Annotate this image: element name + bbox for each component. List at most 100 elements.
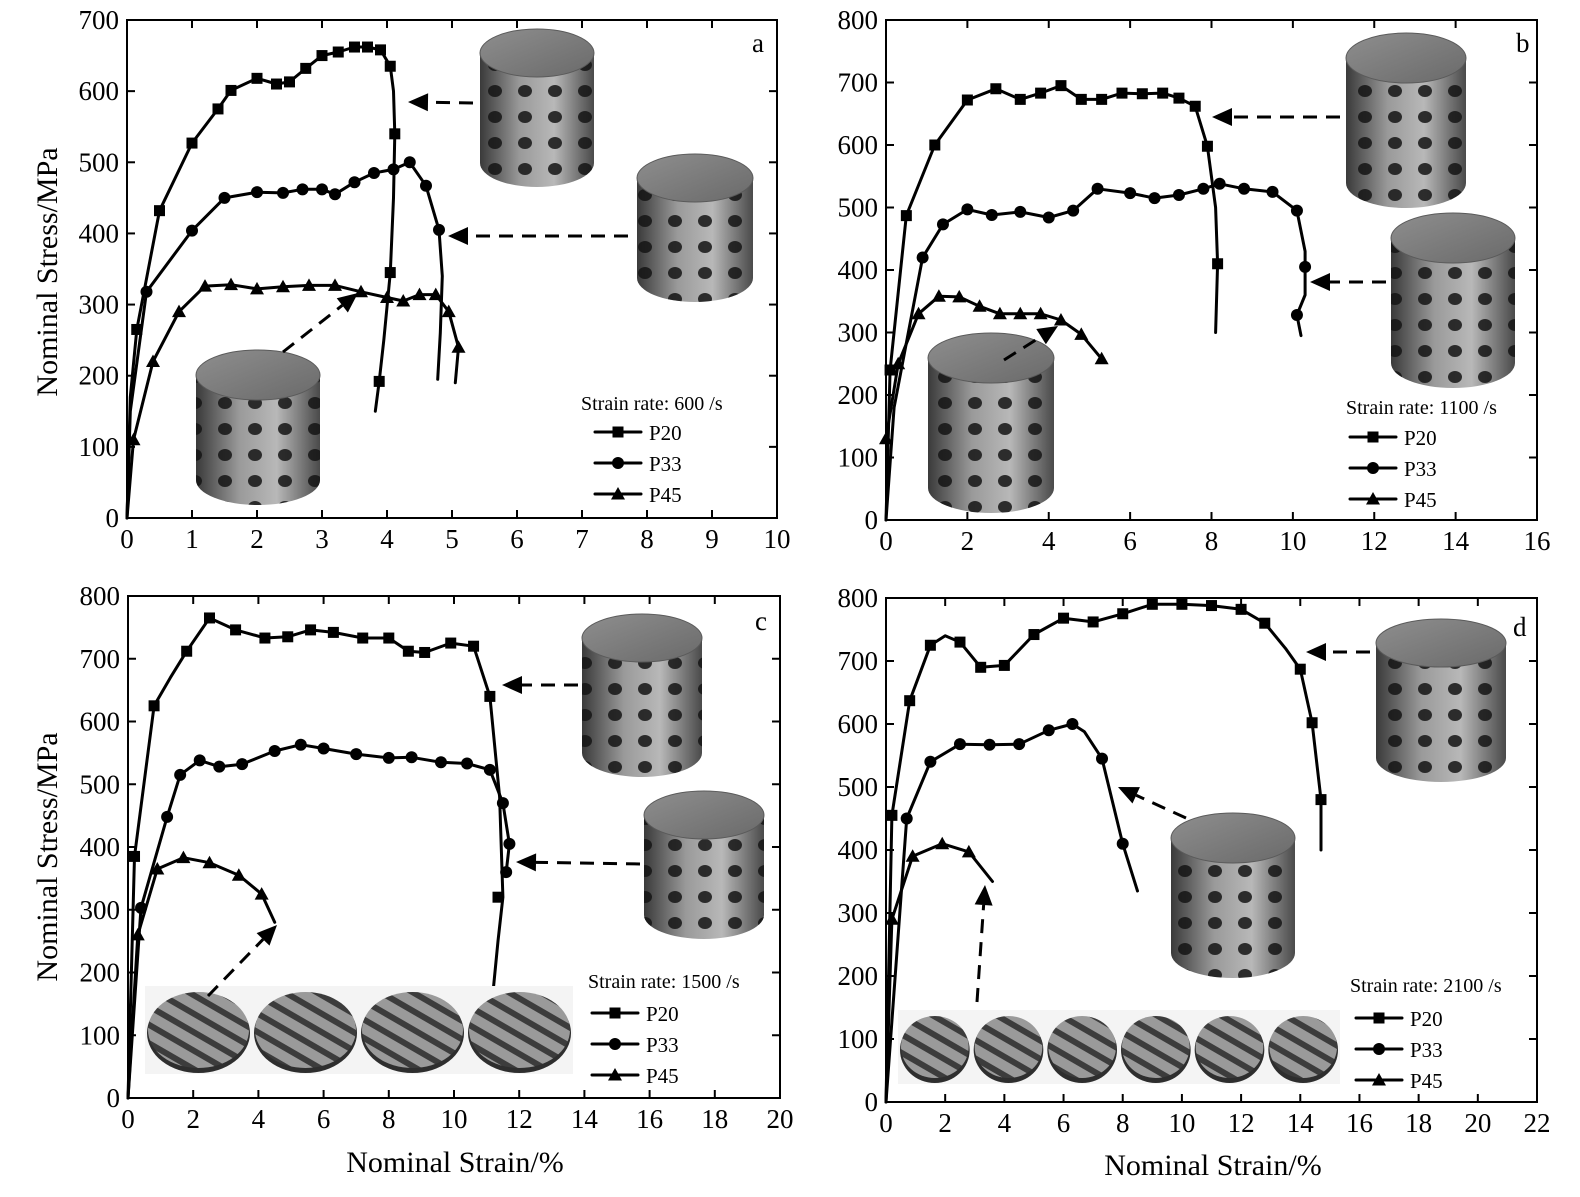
data-point-c-p33 — [193, 754, 206, 767]
data-point-d-p33 — [1042, 724, 1055, 737]
x-tick-label-c: 16 — [636, 1104, 663, 1134]
data-point-d-p45 — [961, 844, 976, 858]
specimen-slices-d — [898, 1010, 1340, 1084]
legend-marker-c-p20 — [609, 1007, 621, 1019]
data-point-d-p20 — [1176, 598, 1188, 610]
specimen-photo-a-p20 — [479, 28, 595, 187]
legend-label-d-p20: P20 — [1410, 1007, 1443, 1031]
data-point-b-p20 — [1212, 258, 1224, 270]
data-point-a-p33 — [277, 186, 289, 199]
data-point-d-p33 — [1096, 752, 1109, 765]
data-point-b-p33 — [1124, 187, 1137, 200]
data-point-b-p33 — [916, 251, 929, 264]
x-tick-label-d: 18 — [1405, 1108, 1432, 1138]
x-tick-label-b: 16 — [1524, 526, 1551, 556]
data-point-a-p45 — [441, 304, 456, 318]
data-point-c-p20 — [204, 612, 215, 624]
legend-label-b-p45: P45 — [1404, 488, 1437, 512]
data-point-c-p20 — [484, 690, 496, 702]
x-tick-label-b: 12 — [1361, 526, 1388, 556]
data-point-d-p45 — [905, 849, 920, 862]
data-point-d-p20 — [1117, 608, 1129, 620]
data-point-a-p45 — [396, 294, 411, 307]
y-tick-label-c: 800 — [80, 581, 121, 611]
data-point-b-p20 — [1014, 93, 1026, 105]
legend-a: Strain rate: 600 /s P20 P33 P45 — [581, 393, 723, 507]
data-point-b-p45 — [1033, 306, 1048, 320]
data-point-b-p33 — [1042, 211, 1055, 224]
data-point-a-p20 — [389, 128, 401, 140]
data-point-b-p20 — [1055, 80, 1067, 92]
data-point-b-p20 — [1096, 93, 1108, 105]
data-point-a-p45 — [224, 277, 238, 291]
y-tick-label-b: 100 — [838, 443, 879, 473]
legend-marker-a-p33 — [612, 457, 624, 469]
data-point-b-p45 — [992, 306, 1007, 320]
x-tick-label-c: 10 — [441, 1104, 468, 1134]
panel-d: 0 2 4 6 8 10 12 14 16 18 20 22 0 100 200 300 400 500 600 70… — [838, 583, 1551, 1182]
panel-letter-c: c — [755, 606, 767, 636]
x-tick-label-c: 18 — [701, 1104, 728, 1134]
data-point-c-p20 — [148, 700, 160, 712]
y-tick-label-a: 700 — [79, 5, 120, 35]
legend-label-a-p45: P45 — [649, 483, 682, 507]
data-point-d-p20 — [954, 636, 966, 648]
series-line-c-p20 — [126, 616, 505, 1100]
x-tick-label-b: 10 — [1279, 526, 1306, 556]
pointer-arrow-d-p45 — [974, 885, 993, 1003]
x-tick-label-d: 8 — [1116, 1108, 1130, 1138]
y-tick-label-c: 0 — [107, 1083, 121, 1113]
x-tick-label-d: 10 — [1168, 1108, 1195, 1138]
legend-label-c-p45: P45 — [646, 1064, 679, 1088]
data-point-b-p33 — [1091, 182, 1104, 195]
series-line-d-p20 — [884, 602, 1323, 1104]
data-point-b-p33 — [1197, 182, 1210, 195]
y-tick-label-b: 600 — [838, 130, 879, 160]
data-point-d-p33 — [1013, 738, 1026, 751]
legend-c: Strain rate: 1500 /s P20 P33 P45 — [588, 971, 740, 1088]
y-tick-label-a: 400 — [79, 218, 120, 248]
data-point-c-p33 — [294, 738, 307, 751]
data-point-b-p45 — [891, 356, 906, 370]
data-point-a-p20 — [225, 84, 237, 96]
legend-label-b-p33: P33 — [1404, 457, 1437, 481]
data-point-c-p45 — [202, 855, 217, 869]
data-point-a-p20 — [251, 72, 263, 84]
x-tick-label-d: 20 — [1464, 1108, 1491, 1138]
data-point-b-p33 — [936, 218, 949, 231]
data-point-a-p33 — [251, 186, 263, 199]
data-point-c-p33 — [496, 797, 509, 810]
data-point-a-p33 — [403, 156, 416, 169]
data-point-c-p20 — [305, 624, 317, 636]
legend-label-b-p20: P20 — [1404, 426, 1437, 450]
y-tick-label-d: 0 — [865, 1087, 879, 1117]
data-point-c-p33 — [236, 758, 249, 771]
y-tick-label-b: 700 — [838, 68, 879, 98]
x-tick-label-a: 4 — [380, 524, 394, 554]
data-point-a-p33 — [387, 163, 400, 176]
data-point-d-p20 — [1146, 598, 1158, 610]
data-point-d-p20 — [1259, 617, 1271, 629]
data-point-d-p20 — [1315, 794, 1327, 806]
y-tick-label-d: 100 — [838, 1024, 879, 1054]
x-tick-label-b: 4 — [1042, 526, 1056, 556]
legend-title-c: Strain rate: 1500 /s — [588, 971, 740, 993]
data-point-d-p20 — [1306, 717, 1318, 729]
data-point-b-p45 — [931, 289, 946, 302]
y-tick-label-c: 500 — [80, 769, 121, 799]
data-point-c-p20 — [383, 632, 395, 644]
data-point-a-p20 — [154, 205, 165, 217]
y-tick-label-b: 400 — [838, 255, 879, 285]
legend-marker-a-p20 — [612, 426, 624, 438]
specimen-photo-c-p33 — [643, 790, 765, 939]
x-tick-label-a: 3 — [315, 524, 329, 554]
x-tick-label-d: 6 — [1057, 1108, 1071, 1138]
data-point-c-p33 — [174, 768, 187, 781]
data-point-b-p20 — [1157, 87, 1169, 99]
x-tick-label-a: 10 — [764, 524, 791, 554]
data-point-a-p45 — [146, 354, 160, 367]
x-tick-label-d: 12 — [1228, 1108, 1255, 1138]
pointer-arrow-c-p20 — [502, 676, 578, 694]
legend-title-a: Strain rate: 600 /s — [581, 393, 723, 415]
data-point-a-p33 — [420, 179, 432, 192]
